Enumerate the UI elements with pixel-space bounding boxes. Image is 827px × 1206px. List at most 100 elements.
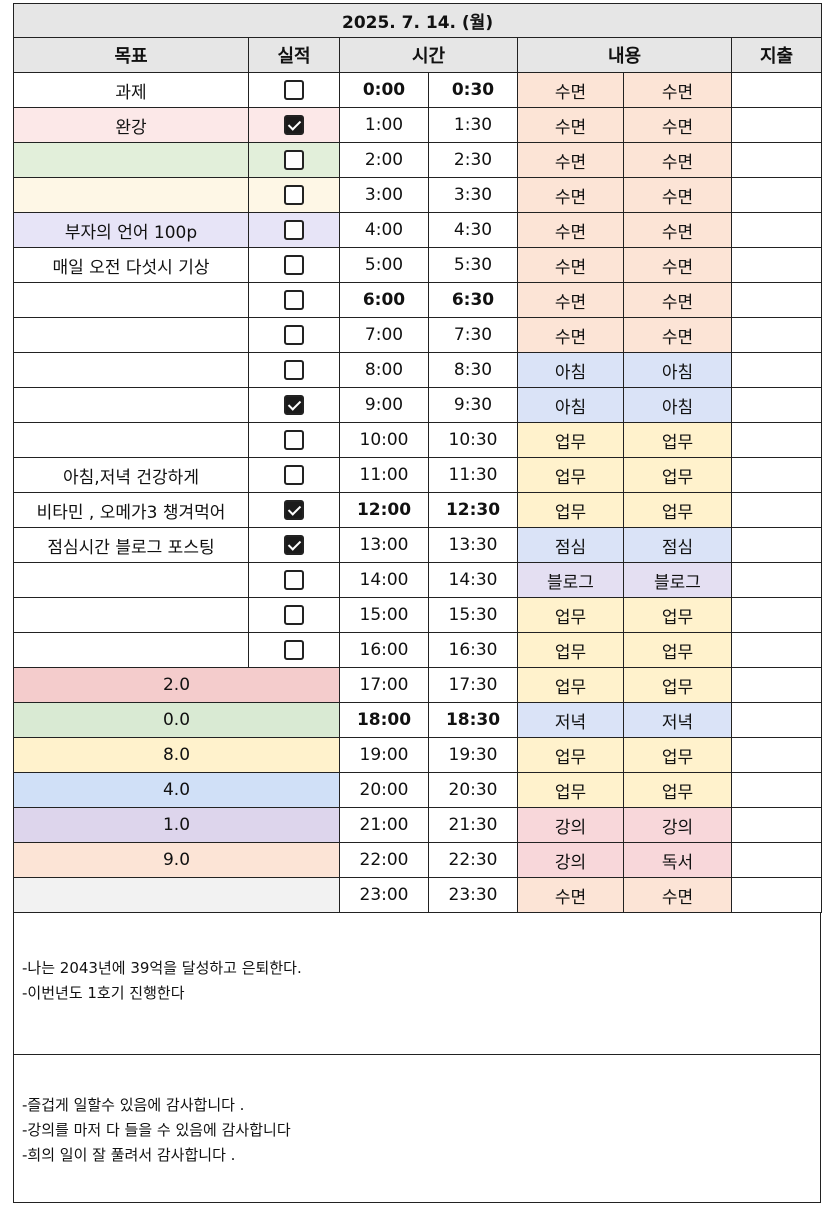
activity-cell[interactable]: 수면 <box>517 142 624 178</box>
expense-cell[interactable] <box>730 282 823 318</box>
expense-cell[interactable] <box>730 457 823 493</box>
goal-cell[interactable]: 과제 <box>13 72 249 108</box>
goal-cell[interactable]: 점심시간 블로그 포스팅 <box>13 527 249 563</box>
expense-cell[interactable] <box>730 527 823 563</box>
result-checkbox[interactable] <box>284 290 304 310</box>
expense-cell[interactable] <box>730 877 823 913</box>
goal-cell[interactable]: 완강 <box>13 107 249 143</box>
result-checkbox[interactable] <box>284 640 304 660</box>
activity-cell[interactable]: 업무 <box>623 737 732 773</box>
result-checkbox[interactable] <box>284 395 304 415</box>
activity-cell[interactable]: 수면 <box>517 177 624 213</box>
activity-cell[interactable]: 아침 <box>517 387 624 423</box>
expense-cell[interactable] <box>730 562 823 598</box>
activity-cell[interactable]: 수면 <box>623 72 732 108</box>
expense-cell[interactable] <box>730 212 823 248</box>
activity-cell[interactable]: 저녁 <box>623 702 732 738</box>
goal-cell[interactable]: 매일 오전 다섯시 기상 <box>13 247 249 283</box>
expense-cell[interactable] <box>730 247 823 283</box>
expense-cell[interactable] <box>730 632 823 668</box>
result-checkbox[interactable] <box>284 255 304 275</box>
expense-cell[interactable] <box>730 352 823 388</box>
goal-cell[interactable]: 아침,저녁 건강하게 <box>13 457 249 493</box>
activity-cell[interactable]: 아침 <box>623 352 732 388</box>
activity-cell[interactable]: 업무 <box>623 772 732 808</box>
expense-cell[interactable] <box>730 492 823 528</box>
activity-cell[interactable]: 강의 <box>517 842 624 878</box>
activity-cell[interactable]: 저녁 <box>517 702 624 738</box>
activity-cell[interactable]: 수면 <box>623 177 732 213</box>
result-checkbox[interactable] <box>284 185 304 205</box>
expense-cell[interactable] <box>730 667 823 703</box>
activity-cell[interactable]: 업무 <box>517 597 624 633</box>
goal-cell[interactable]: 비타민 , 오메가3 챙겨먹어 <box>13 492 249 528</box>
expense-cell[interactable] <box>730 422 823 458</box>
result-checkbox[interactable] <box>284 430 304 450</box>
activity-cell[interactable]: 업무 <box>517 632 624 668</box>
activity-cell[interactable]: 업무 <box>623 492 732 528</box>
result-checkbox[interactable] <box>284 150 304 170</box>
activity-cell[interactable]: 수면 <box>623 107 732 143</box>
activity-cell[interactable]: 강의 <box>517 807 624 843</box>
result-checkbox[interactable] <box>284 465 304 485</box>
activity-cell[interactable]: 업무 <box>623 457 732 493</box>
activity-cell[interactable]: 업무 <box>623 422 732 458</box>
goal-cell[interactable]: 부자의 언어 100p <box>13 212 249 248</box>
activity-cell[interactable]: 블로그 <box>517 562 624 598</box>
activity-cell[interactable]: 수면 <box>623 142 732 178</box>
activity-cell[interactable]: 수면 <box>517 72 624 108</box>
goal-cell[interactable] <box>13 317 249 353</box>
result-checkbox[interactable] <box>284 115 304 135</box>
goal-cell[interactable] <box>13 282 249 318</box>
expense-cell[interactable] <box>730 142 823 178</box>
expense-cell[interactable] <box>730 842 823 878</box>
activity-cell[interactable]: 독서 <box>623 842 732 878</box>
goal-cell[interactable] <box>13 177 249 213</box>
expense-cell[interactable] <box>730 72 823 108</box>
expense-cell[interactable] <box>730 807 823 843</box>
expense-cell[interactable] <box>730 737 823 773</box>
result-checkbox[interactable] <box>284 80 304 100</box>
activity-cell[interactable]: 수면 <box>623 317 732 353</box>
expense-cell[interactable] <box>730 317 823 353</box>
activity-cell[interactable]: 업무 <box>517 772 624 808</box>
goal-cell[interactable] <box>13 632 249 668</box>
activity-cell[interactable]: 업무 <box>517 422 624 458</box>
expense-cell[interactable] <box>730 387 823 423</box>
activity-cell[interactable]: 블로그 <box>623 562 732 598</box>
result-checkbox[interactable] <box>284 535 304 555</box>
goal-cell[interactable] <box>13 562 249 598</box>
activity-cell[interactable]: 수면 <box>623 877 732 913</box>
result-checkbox[interactable] <box>284 605 304 625</box>
goal-cell[interactable] <box>13 597 249 633</box>
activity-cell[interactable]: 아침 <box>623 387 732 423</box>
result-checkbox[interactable] <box>284 325 304 345</box>
activity-cell[interactable]: 수면 <box>623 247 732 283</box>
result-checkbox[interactable] <box>284 360 304 380</box>
activity-cell[interactable]: 업무 <box>623 597 732 633</box>
activity-cell[interactable]: 업무 <box>517 492 624 528</box>
expense-cell[interactable] <box>730 597 823 633</box>
goal-cell[interactable] <box>13 352 249 388</box>
activity-cell[interactable]: 수면 <box>517 212 624 248</box>
activity-cell[interactable]: 수면 <box>517 247 624 283</box>
result-checkbox[interactable] <box>284 500 304 520</box>
result-checkbox[interactable] <box>284 220 304 240</box>
activity-cell[interactable]: 강의 <box>623 807 732 843</box>
activity-cell[interactable]: 수면 <box>517 282 624 318</box>
goal-cell[interactable] <box>13 387 249 423</box>
activity-cell[interactable]: 수면 <box>623 282 732 318</box>
goal-cell[interactable] <box>13 142 249 178</box>
activity-cell[interactable]: 점심 <box>517 527 624 563</box>
activity-cell[interactable]: 업무 <box>517 737 624 773</box>
expense-cell[interactable] <box>730 772 823 808</box>
activity-cell[interactable]: 수면 <box>517 317 624 353</box>
activity-cell[interactable]: 업무 <box>517 457 624 493</box>
activity-cell[interactable]: 아침 <box>517 352 624 388</box>
activity-cell[interactable]: 수면 <box>623 212 732 248</box>
activity-cell[interactable]: 수면 <box>517 107 624 143</box>
expense-cell[interactable] <box>730 177 823 213</box>
activity-cell[interactable]: 점심 <box>623 527 732 563</box>
activity-cell[interactable]: 업무 <box>623 667 732 703</box>
activity-cell[interactable]: 수면 <box>517 877 624 913</box>
